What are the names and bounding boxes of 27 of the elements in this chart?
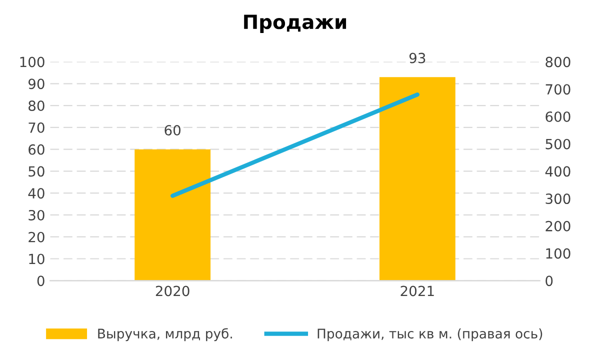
y-tick-label: 40 [28,188,44,199]
y2-tick-label: 300 [546,194,570,204]
y2-tick-label: 700 [546,84,570,95]
data-label: 60 [164,125,180,136]
y2-tick-label: 400 [545,166,570,177]
chart-title: Продажи [244,14,346,33]
y-tick-label: 10 [29,254,44,264]
y-tick-label: 30 [28,210,44,220]
y-tick-label: 70 [28,122,44,133]
legend-label: Выручка, млрд руб. [98,328,232,342]
y-tick-label: 90 [28,78,44,90]
y-tick-label: 60 [28,144,44,155]
y-tick-label: 50 [28,166,44,177]
y2-tick-label: 800 [546,56,570,68]
y2-tick-label: 0 [546,276,553,286]
y2-tick-label: 100 [546,248,570,259]
y-tick-label: 20 [28,232,44,242]
y2-tick-label: 200 [546,220,570,232]
x-tick-label: 2021 [400,286,434,296]
y2-tick-label: 500 [546,138,570,150]
y-tick-label: 0 [37,276,44,286]
y-tick-label: 100 [20,56,44,68]
x-tick-label: 2020 [156,286,190,296]
legend-label: Продажи, тыс кв м. (правая ось) [318,328,542,342]
y2-tick-label: 600 [546,111,570,122]
data-label: 93 [409,52,426,64]
y-tick-label: 80 [28,100,44,112]
